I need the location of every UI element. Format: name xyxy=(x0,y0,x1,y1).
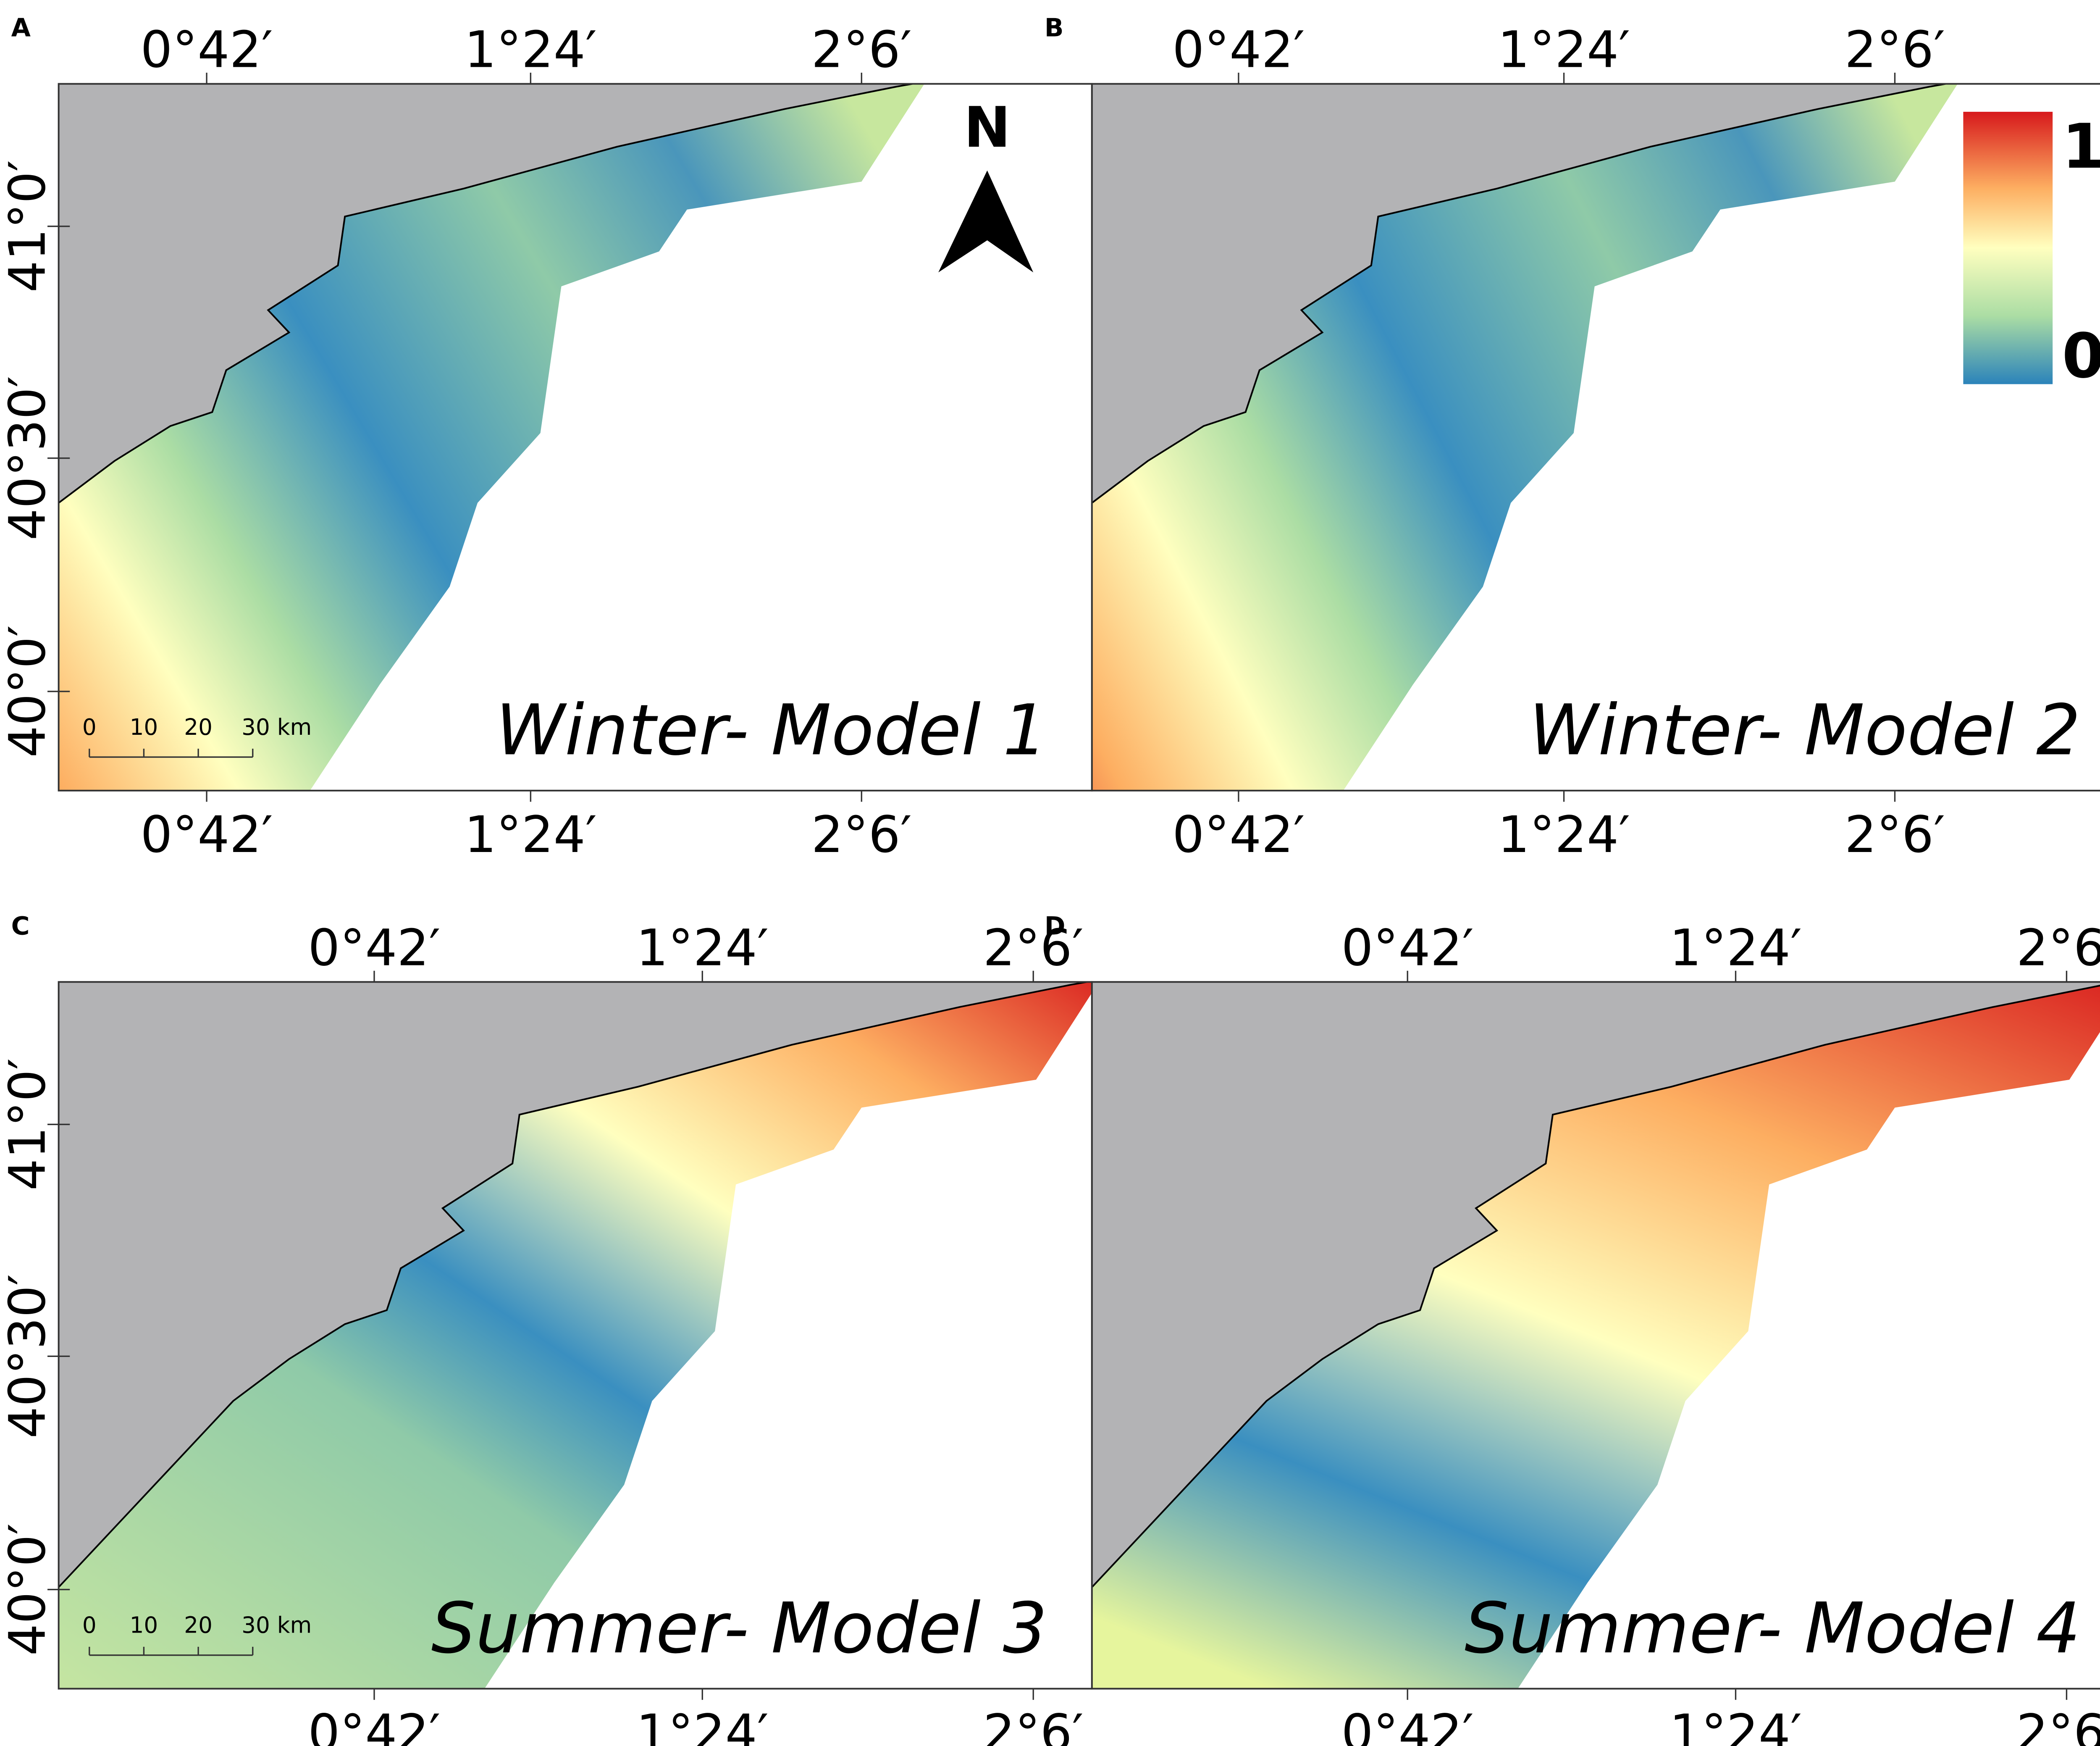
land xyxy=(58,982,1087,1587)
top-tick-label: 2°6′ xyxy=(1845,21,1945,79)
top-tick-label: 2°6′ xyxy=(983,919,1084,977)
panel-title: Summer- Model 4 xyxy=(1465,1588,2081,1669)
map-panel xyxy=(58,84,1092,791)
top-tick-label: 1°24′ xyxy=(1498,21,1630,79)
sea xyxy=(58,982,1092,1689)
bottom-tick-label: 1°24′ xyxy=(1498,806,1630,864)
frame xyxy=(1091,981,2100,1690)
panel-letter: D xyxy=(1045,911,1066,941)
bottom-tick-label: 1°24′ xyxy=(1670,1704,1802,1746)
bottom-tick-label: 0°42′ xyxy=(140,806,273,864)
scale-label: 30 km xyxy=(242,714,312,740)
side-tick-label: 41°0′ xyxy=(0,1058,57,1191)
side-tick-label: 40°30′ xyxy=(0,376,57,541)
coastline xyxy=(58,84,917,504)
bottom-tick-label: 1°24′ xyxy=(465,806,597,864)
top-tick-label: 0°42′ xyxy=(1172,21,1305,79)
map xyxy=(1092,982,2100,1689)
scale-label: 10 xyxy=(130,714,158,740)
legend-colorbar xyxy=(1963,112,2053,384)
coastline xyxy=(58,982,1092,1588)
scale-label: 0 xyxy=(82,1612,97,1638)
land xyxy=(1092,84,1946,503)
bottom-tick-label: 2°6′ xyxy=(1845,806,1945,864)
coastline xyxy=(1092,984,2100,1588)
top-tick-label: 1°24′ xyxy=(1670,919,1802,977)
land xyxy=(58,84,913,503)
map-panel xyxy=(1092,84,2100,791)
legend-max: 1 xyxy=(2062,111,2100,182)
bottom-tick-label: 1°24′ xyxy=(636,1704,769,1746)
bottom-tick-label: 0°42′ xyxy=(308,1704,440,1746)
map xyxy=(58,84,924,791)
scale-label: 0 xyxy=(82,714,97,740)
sea xyxy=(1092,84,1958,791)
panel-letter: A xyxy=(11,13,31,43)
panel-title: Winter- Model 2 xyxy=(1529,690,2081,771)
side-tick-label: 40°30′ xyxy=(0,1274,57,1439)
scale-label: 10 xyxy=(130,1612,158,1638)
scale-label: 20 xyxy=(184,714,213,740)
side-tick-label: 41°0′ xyxy=(0,160,57,292)
top-tick-label: 1°24′ xyxy=(636,919,769,977)
bottom-tick-label: 2°6′ xyxy=(983,1704,1084,1746)
map-panel xyxy=(58,982,1092,1689)
side-tick-label: 40°0′ xyxy=(0,625,57,757)
panel-title: Summer- Model 3 xyxy=(431,1588,1047,1669)
bottom-tick-label: 2°6′ xyxy=(2016,1704,2100,1746)
panel-letter: B xyxy=(1045,13,1064,43)
north-arrow xyxy=(938,170,1034,273)
bottom-tick-label: 0°42′ xyxy=(1341,1704,1473,1746)
sea xyxy=(1092,986,2100,1689)
north-label: N xyxy=(964,95,1011,160)
map-panel xyxy=(1092,982,2100,1689)
coastline xyxy=(1092,84,1951,504)
top-tick-label: 2°6′ xyxy=(2016,919,2100,977)
scale-label: 30 km xyxy=(242,1612,312,1638)
panel-letter: C xyxy=(11,911,30,941)
sea xyxy=(58,84,924,791)
top-tick-label: 2°6′ xyxy=(811,21,912,79)
map xyxy=(1092,84,1958,791)
frame xyxy=(1091,83,2100,791)
top-tick-label: 0°42′ xyxy=(308,919,440,977)
legend-min: 0 xyxy=(2062,321,2100,392)
map xyxy=(58,982,1092,1689)
top-tick-label: 0°42′ xyxy=(140,21,273,79)
bottom-tick-label: 2°6′ xyxy=(811,806,912,864)
top-tick-label: 1°24′ xyxy=(465,21,597,79)
top-tick-label: 0°42′ xyxy=(1341,919,1473,977)
side-tick-label: 40°0′ xyxy=(0,1523,57,1656)
land xyxy=(1092,982,2100,1587)
scale-label: 20 xyxy=(184,1612,213,1638)
bottom-tick-label: 0°42′ xyxy=(1172,806,1305,864)
panel-title: Winter- Model 1 xyxy=(496,690,1047,771)
